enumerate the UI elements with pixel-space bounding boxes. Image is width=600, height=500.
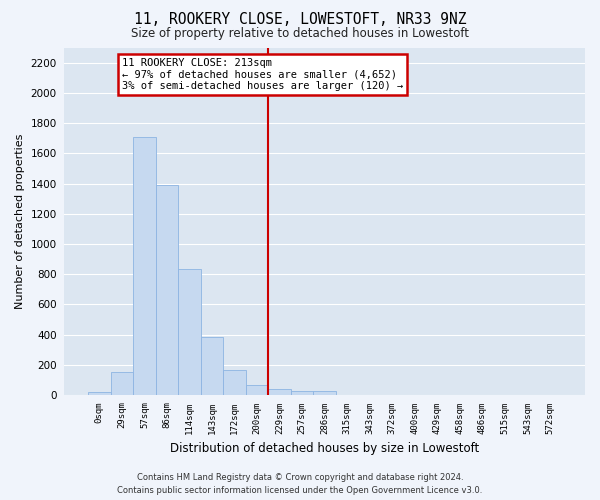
Text: 11 ROOKERY CLOSE: 213sqm
← 97% of detached houses are smaller (4,652)
3% of semi: 11 ROOKERY CLOSE: 213sqm ← 97% of detach… [122, 58, 403, 92]
X-axis label: Distribution of detached houses by size in Lowestoft: Distribution of detached houses by size … [170, 442, 479, 455]
Text: Size of property relative to detached houses in Lowestoft: Size of property relative to detached ho… [131, 28, 469, 40]
Bar [246, 386, 268, 395]
Bar [110, 372, 133, 395]
Bar [178, 269, 201, 395]
Text: Contains HM Land Registry data © Crown copyright and database right 2024.
Contai: Contains HM Land Registry data © Crown c… [118, 474, 482, 495]
Bar [201, 337, 223, 395]
Bar [223, 370, 246, 395]
Text: 11, ROOKERY CLOSE, LOWESTOFT, NR33 9NZ: 11, ROOKERY CLOSE, LOWESTOFT, NR33 9NZ [134, 12, 466, 28]
Bar [88, 392, 110, 395]
Y-axis label: Number of detached properties: Number of detached properties [15, 134, 25, 309]
Bar [133, 136, 156, 395]
Bar [313, 390, 336, 395]
Bar [268, 390, 291, 395]
Bar [156, 185, 178, 395]
Bar [291, 390, 313, 395]
